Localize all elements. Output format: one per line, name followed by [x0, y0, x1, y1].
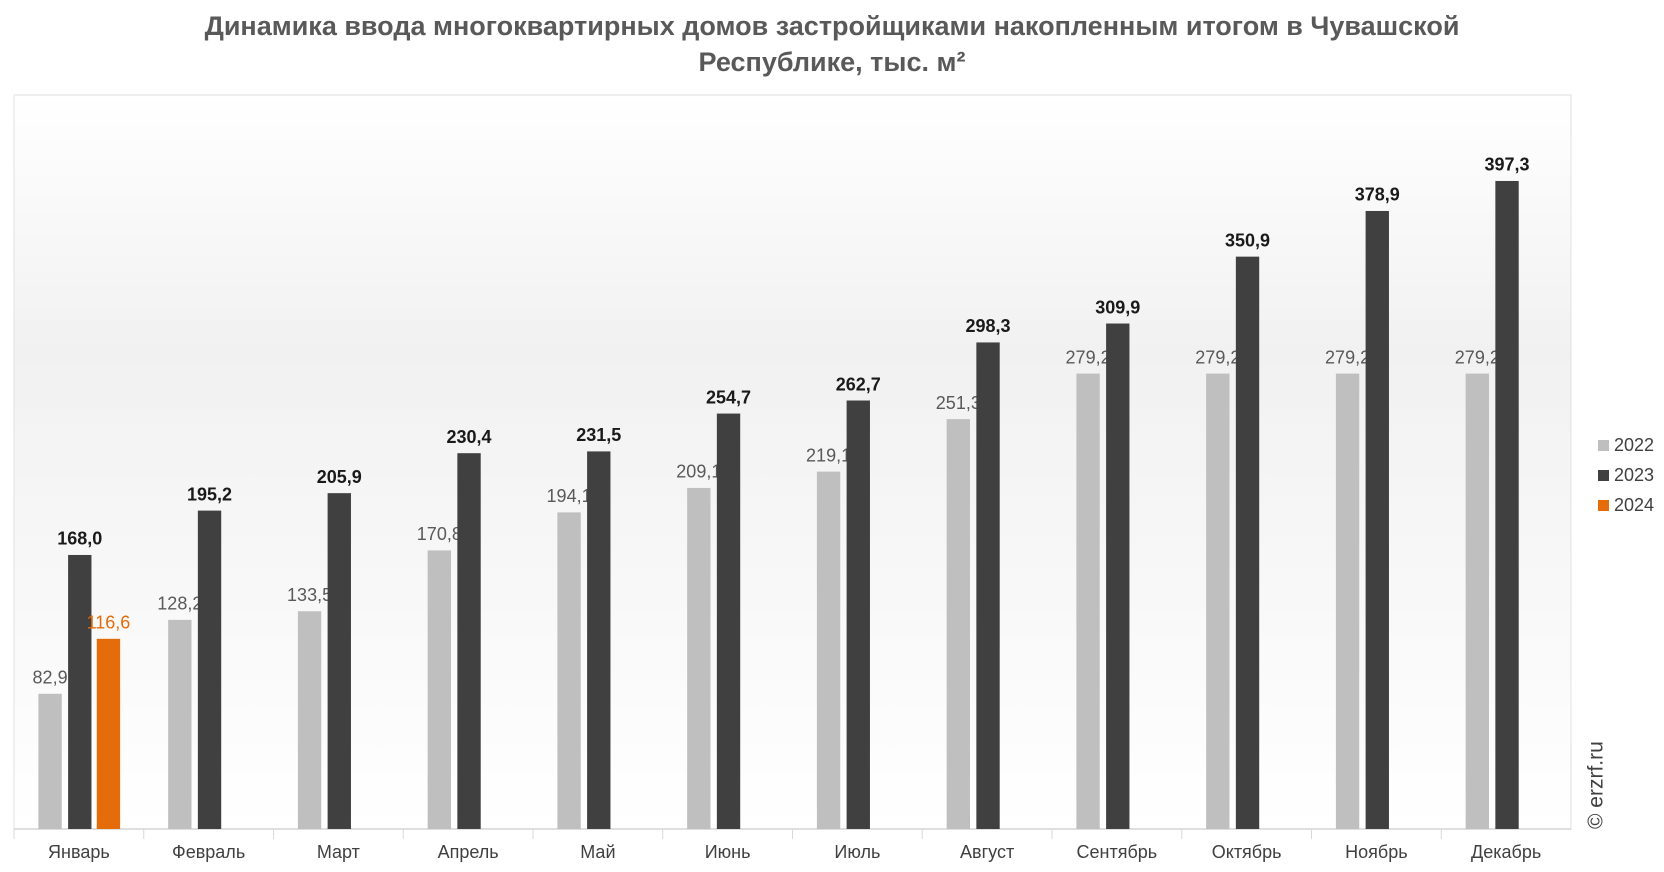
bar — [846, 400, 870, 829]
data-label: 133,5 — [287, 585, 332, 605]
x-tick-label: Декабрь — [1471, 842, 1541, 862]
bar — [327, 493, 351, 829]
bar — [557, 512, 581, 829]
x-tick-label: Июнь — [705, 842, 751, 862]
data-label: 397,3 — [1485, 155, 1530, 175]
watermark-group: © erzrf.ru — [1585, 741, 1608, 829]
watermark: © erzrf.ru — [1585, 741, 1608, 829]
bar — [68, 554, 92, 829]
bar — [1235, 256, 1260, 830]
x-tick-label: Июль — [834, 842, 880, 862]
data-label: 219,1 — [806, 445, 851, 465]
x-tick-label: Август — [960, 842, 1014, 862]
chart-title: Динамика ввода многоквартирных домов зас… — [205, 11, 1460, 77]
bar — [457, 453, 481, 829]
x-tick-label: Январь — [48, 842, 110, 862]
bar — [1206, 373, 1230, 829]
bar — [168, 619, 192, 829]
data-label: 168,0 — [57, 529, 102, 549]
legend-label: 2022 — [1614, 435, 1654, 455]
data-label: 116,6 — [87, 613, 131, 633]
data-label: 378,9 — [1355, 185, 1400, 205]
x-tick-label: Ноябрь — [1345, 842, 1407, 862]
x-tick-label: Февраль — [172, 842, 245, 862]
bar — [96, 638, 121, 829]
bar — [197, 510, 222, 829]
x-tick-label: Октябрь — [1212, 842, 1282, 862]
bar — [1076, 373, 1100, 829]
bar — [1495, 180, 1519, 830]
bar — [1465, 373, 1489, 829]
legend-swatch — [1598, 500, 1609, 511]
bar — [1106, 323, 1130, 829]
data-label: 251,3 — [936, 393, 981, 413]
x-tick-label: Май — [580, 842, 615, 862]
bar — [1365, 210, 1389, 830]
bar — [297, 611, 322, 829]
data-label: 205,9 — [317, 467, 362, 487]
data-label: 254,7 — [706, 387, 751, 407]
bar — [716, 413, 741, 829]
legend-swatch — [1598, 470, 1609, 481]
data-label: 170,8 — [417, 524, 462, 544]
bar — [587, 451, 611, 829]
bar — [1335, 373, 1360, 829]
bar — [687, 487, 711, 829]
legend-label: 2024 — [1614, 495, 1654, 515]
bar — [38, 693, 62, 829]
data-label: 231,5 — [576, 425, 621, 445]
data-label: 279,2 — [1195, 347, 1240, 367]
bar — [976, 342, 1000, 829]
data-label: 309,9 — [1095, 297, 1140, 317]
bar — [427, 550, 451, 829]
x-tick-label: Сентябрь — [1077, 842, 1158, 862]
data-label: 128,2 — [157, 594, 202, 614]
data-label: 350,9 — [1225, 230, 1270, 250]
data-label: 194,1 — [547, 486, 592, 506]
bar — [946, 419, 970, 829]
legend-swatch — [1598, 440, 1609, 451]
x-tick-label: Март — [317, 842, 360, 862]
data-label: 279,2 — [1066, 347, 1111, 367]
legend-label: 2023 — [1614, 465, 1654, 485]
data-label: 279,2 — [1325, 347, 1370, 367]
bar — [816, 471, 841, 829]
data-label: 209,1 — [676, 462, 721, 482]
data-label: 262,7 — [836, 374, 881, 394]
data-label: 230,4 — [447, 427, 492, 447]
data-label: 82,9 — [33, 668, 68, 688]
data-label: 195,2 — [187, 484, 232, 504]
x-tick-label: Апрель — [438, 842, 499, 862]
data-label: 298,3 — [966, 316, 1011, 336]
data-label: 279,2 — [1455, 347, 1500, 367]
plot-area — [13, 94, 1572, 830]
